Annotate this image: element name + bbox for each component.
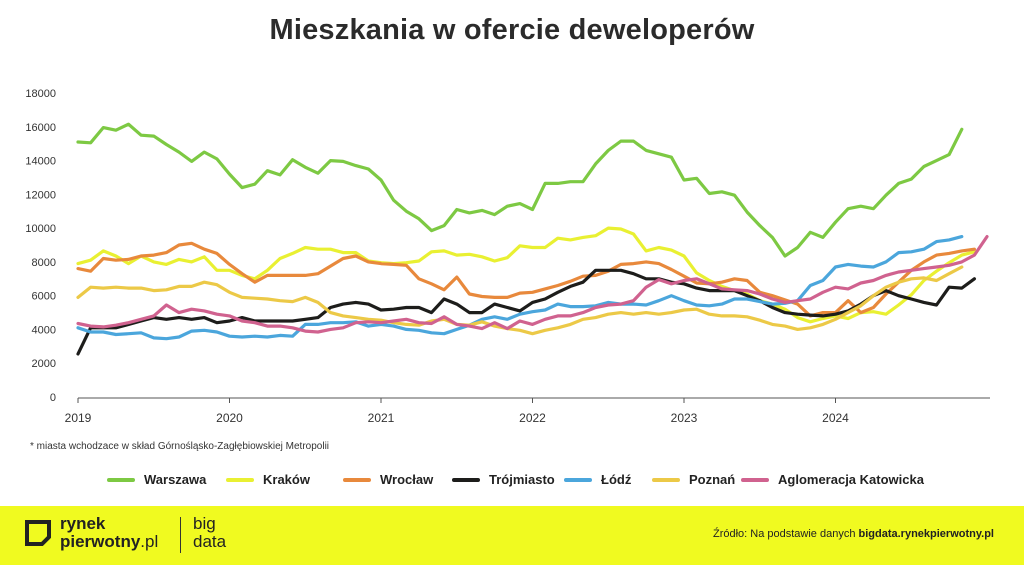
- logo-big-line1: big: [193, 514, 216, 533]
- legend-item: Wrocław: [343, 472, 433, 487]
- y-tick-label: 12000: [25, 189, 56, 201]
- legend-item: Aglomeracja Katowicka: [741, 472, 924, 487]
- logo-suffix: .pl: [140, 532, 159, 551]
- y-tick-label: 18000: [25, 88, 56, 100]
- rynekpierwotny-logo-icon: [25, 520, 51, 546]
- logo-line1: rynek: [60, 514, 106, 533]
- bigdata-logo: big data: [193, 515, 226, 551]
- x-tick-label: 2019: [65, 411, 92, 425]
- x-tick-label: 2024: [822, 411, 849, 425]
- y-tick-label: 0: [50, 392, 56, 404]
- legend-label: Wrocław: [380, 472, 434, 487]
- y-tick-label: 16000: [25, 122, 56, 134]
- legend-swatch: [107, 477, 135, 482]
- y-tick-label: 8000: [32, 257, 56, 269]
- legend-label: Aglomeracja Katowicka: [778, 472, 924, 487]
- legend-label: Warszawa: [144, 472, 207, 487]
- page-title: Mieszkania w ofercie deweloperów: [269, 14, 755, 46]
- footnote: * miasta wchodzace w skład Górnośląsko-Z…: [30, 441, 330, 452]
- x-tick-label: 2023: [671, 411, 698, 425]
- series-line-4: [76, 268, 977, 356]
- legend-label: Trójmiasto: [489, 472, 555, 487]
- series-line-7: [76, 235, 989, 334]
- legend-item: Warszawa: [107, 472, 206, 487]
- source-prefix: Źródło: Na podstawie danych: [712, 528, 859, 540]
- legend: Warszawa Kraków Wrocław Trójmiasto Łódź Pozna…: [0, 472, 1024, 492]
- footer-banner: rynek pierwotny.pl big data Źródło: Na p…: [0, 506, 1024, 565]
- logo-text: rynek pierwotny.pl: [60, 515, 158, 551]
- y-axis: 0 2000 4000 6000 8000 10000 12000 14000 16000 180…: [25, 88, 56, 404]
- x-tick-label: 2022: [519, 411, 546, 425]
- source-note: Źródło: Na podstawie danych bigdata.ryne…: [713, 528, 994, 540]
- legend-label: Poznań: [689, 472, 736, 487]
- legend-swatch: [652, 477, 680, 482]
- legend-item: Łódź: [564, 472, 631, 487]
- y-tick-label: 6000: [32, 291, 56, 303]
- logo-divider: [180, 517, 181, 553]
- legend-item: Trójmiasto: [452, 472, 555, 487]
- x-tick-label: 2021: [368, 411, 395, 425]
- legend-item: Kraków: [226, 472, 310, 487]
- series-line-3: [76, 241, 977, 318]
- x-tick-label: 2020: [216, 411, 243, 425]
- x-axis: 2019 2020 2021 2022 2023 2024: [65, 397, 990, 425]
- logo-big-line2: data: [193, 532, 227, 551]
- y-tick-label: 2000: [32, 358, 56, 370]
- legend-swatch: [343, 477, 371, 482]
- y-tick-label: 4000: [32, 324, 56, 336]
- y-tick-label: 10000: [25, 223, 56, 235]
- legend-swatch: [564, 477, 592, 482]
- legend-label: Kraków: [263, 472, 310, 487]
- legend-swatch: [226, 477, 254, 482]
- series-line-5: [76, 235, 964, 341]
- legend-swatch: [452, 477, 480, 482]
- series-lines: [76, 122, 989, 356]
- logo-line2: pierwotny: [60, 532, 141, 551]
- series-line-1: [76, 122, 964, 258]
- source-link[interactable]: bigdata.rynekpierwotny.pl: [858, 528, 995, 540]
- y-tick-label: 14000: [25, 156, 56, 168]
- series-line-6: [76, 265, 964, 336]
- legend-swatch: [741, 477, 769, 482]
- legend-label: Łódź: [601, 472, 632, 487]
- legend-item: Poznań: [652, 472, 735, 487]
- line-chart: 0 2000 4000 6000 8000 10000 12000 14000 16000 180…: [25, 88, 990, 425]
- series-line-2: [76, 226, 977, 324]
